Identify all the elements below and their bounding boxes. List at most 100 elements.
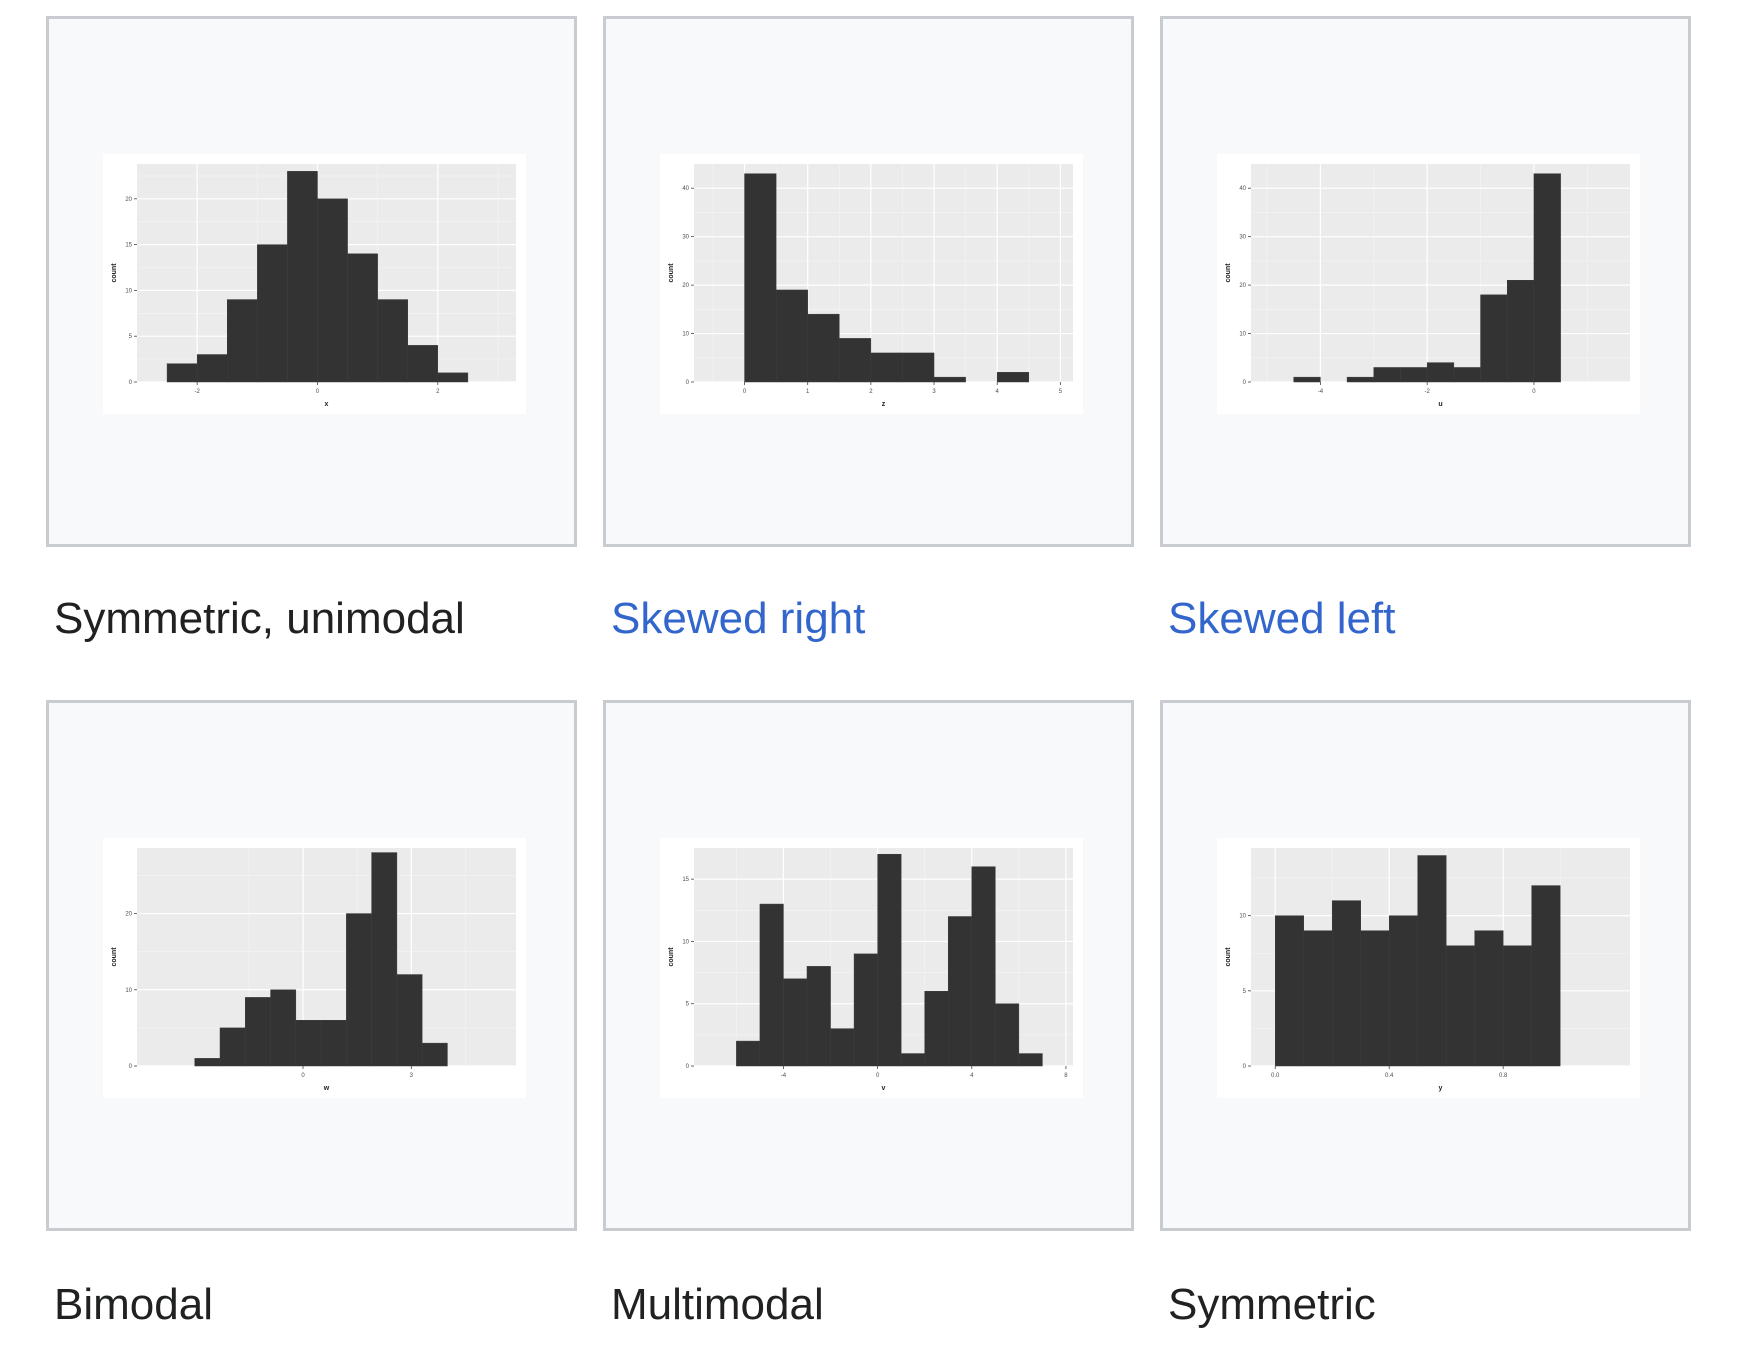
histogram-multimodal: -4 0 4 8 0 5 10 15 v count	[660, 838, 1083, 1098]
x-tick-label: 3	[932, 389, 936, 395]
histogram-bar	[744, 173, 777, 383]
histogram-symmetric: 0.0 0.4 0.8 0 5 10 y count	[1217, 838, 1640, 1098]
histogram-bar	[775, 289, 808, 383]
y-axis-title: count	[1225, 263, 1232, 283]
y-tick-label: 10	[682, 939, 689, 945]
histogram-bar	[1502, 945, 1532, 1067]
y-tick-label: 0	[686, 380, 690, 386]
y-tick-label: 15	[125, 243, 132, 249]
x-tick-label: -2	[1424, 389, 1430, 395]
x-tick-label: 0	[876, 1073, 880, 1079]
histogram-bar	[407, 345, 439, 383]
y-tick-label: 5	[686, 1002, 690, 1008]
histogram-bar	[194, 1058, 221, 1067]
x-tick-label: 0.0	[1271, 1073, 1280, 1079]
x-tick-label: -4	[781, 1073, 787, 1079]
gallery-tile-1[interactable]: -2 0 2 0 5 10 15 20 x count	[46, 16, 577, 547]
x-tick-label: 0	[743, 389, 747, 395]
x-tick-label: 0.4	[1385, 1073, 1394, 1079]
histogram-bar	[1331, 900, 1361, 1067]
histogram-bar	[1388, 915, 1418, 1067]
y-tick-label: 30	[682, 235, 689, 241]
histogram-bar	[995, 1003, 1020, 1067]
x-axis-title: z	[882, 401, 886, 408]
y-tick-label: 10	[1239, 332, 1246, 338]
histogram-bar	[1417, 855, 1447, 1067]
caption-link-skewed-right[interactable]: Skewed right	[611, 594, 866, 643]
x-tick-label: 0.8	[1499, 1073, 1508, 1079]
y-tick-label: 10	[125, 288, 132, 294]
histogram-bar	[1346, 376, 1375, 383]
caption-bimodal: Bimodal	[54, 1280, 213, 1329]
histogram-bar	[783, 978, 808, 1067]
y-tick-label: 10	[1239, 914, 1246, 920]
histogram-bar	[1426, 362, 1455, 383]
histogram-bar	[396, 974, 423, 1067]
histogram-bar	[270, 989, 297, 1067]
histogram-bar	[759, 903, 784, 1067]
caption-link-skewed-left[interactable]: Skewed left	[1168, 594, 1396, 643]
x-tick-label: 3	[410, 1073, 414, 1079]
y-axis-title: count	[668, 947, 675, 967]
histogram-bar	[320, 1020, 347, 1067]
histogram-bar	[1360, 930, 1390, 1067]
histogram-bar	[196, 354, 228, 383]
x-tick-label: -2	[194, 389, 200, 395]
histogram-bar	[839, 338, 872, 383]
histogram-bar	[902, 352, 935, 383]
x-tick-label: 2	[436, 389, 440, 395]
y-tick-label: 5	[1243, 989, 1247, 995]
histogram-bar	[806, 966, 831, 1067]
histogram-bar	[317, 198, 348, 383]
caption-symmetric-unimodal: Symmetric, unimodal	[54, 594, 465, 643]
y-tick-label: 0	[129, 380, 133, 386]
y-tick-label: 10	[125, 988, 132, 994]
y-tick-label: 0	[129, 1064, 133, 1070]
histogram-bar	[1400, 367, 1428, 383]
y-tick-label: 30	[1239, 235, 1246, 241]
histogram-bar	[900, 1053, 925, 1067]
histogram-bar	[226, 299, 258, 383]
histogram-bar	[1018, 1053, 1043, 1067]
histogram-bar	[933, 376, 966, 383]
histogram-bar	[1474, 930, 1504, 1067]
histogram-bar	[830, 1028, 855, 1067]
histogram-skewed-left: -4 -2 0 0 10 20 30 40 u count	[1217, 154, 1640, 414]
gallery-tile-2[interactable]: 0 1 2 3 4 5 0 10 20 30 40 z count	[603, 16, 1134, 547]
histogram-bar	[295, 1020, 322, 1067]
histogram-bar	[947, 916, 973, 1067]
x-axis-title: x	[325, 401, 329, 408]
histogram-bar	[1293, 376, 1321, 383]
histogram-bar	[1506, 280, 1535, 383]
histogram-bar	[1533, 173, 1561, 383]
histogram-bar	[287, 171, 318, 383]
histogram-bar	[257, 244, 288, 383]
histogram-bar	[1303, 930, 1333, 1067]
histogram-bimodal: 0 3 0 10 20 w count	[103, 838, 526, 1098]
gallery-tile-6[interactable]: 0.0 0.4 0.8 0 5 10 y count	[1160, 700, 1691, 1231]
y-tick-label: 0	[1243, 1064, 1247, 1070]
x-tick-label: 2	[869, 389, 873, 395]
histogram-bar	[346, 913, 372, 1067]
gallery-tile-4[interactable]: 0 3 0 10 20 w count	[46, 700, 577, 1231]
y-tick-label: 0	[686, 1064, 690, 1070]
x-tick-label: -4	[1318, 389, 1324, 395]
x-axis-title: u	[1438, 401, 1442, 408]
gallery-tile-3[interactable]: -4 -2 0 0 10 20 30 40 u count	[1160, 16, 1691, 547]
x-tick-label: 8	[1064, 1073, 1068, 1079]
histogram-bar	[347, 253, 378, 383]
y-axis-title: count	[111, 263, 118, 283]
x-tick-label: 5	[1059, 389, 1063, 395]
histogram-skewed-right: 0 1 2 3 4 5 0 10 20 30 40 z count	[660, 154, 1083, 414]
gallery-tile-5[interactable]: -4 0 4 8 0 5 10 15 v count	[603, 700, 1134, 1231]
histogram-bar	[853, 953, 878, 1067]
histogram-bar	[245, 997, 271, 1067]
histogram-bar	[1274, 915, 1304, 1067]
y-tick-label: 10	[682, 332, 689, 338]
y-tick-label: 20	[125, 197, 132, 203]
histogram-bar	[377, 299, 408, 383]
x-tick-label: 4	[996, 389, 1000, 395]
histogram-bar	[219, 1027, 246, 1067]
caption-multimodal: Multimodal	[611, 1280, 824, 1329]
